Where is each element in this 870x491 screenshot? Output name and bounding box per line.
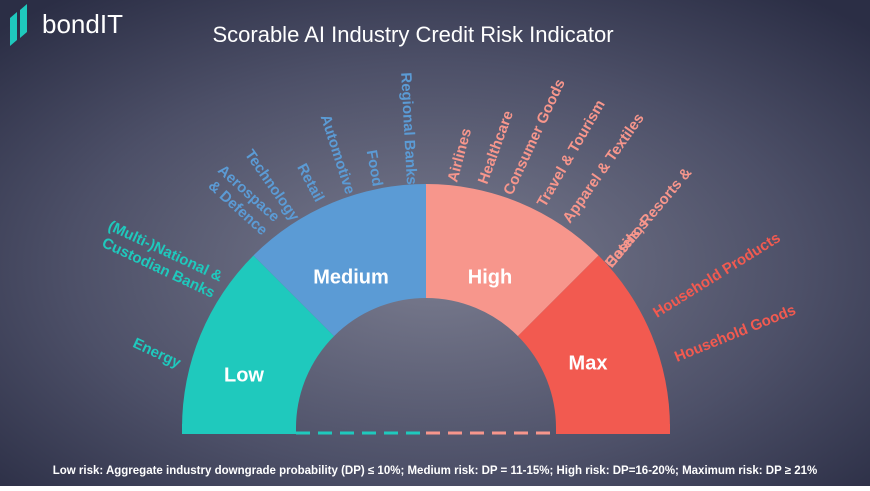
- segment-label: High: [468, 266, 512, 288]
- logo-icon: [10, 4, 27, 46]
- segment-label: Low: [224, 364, 264, 386]
- gauge-base: [182, 424, 296, 434]
- segment-label: Medium: [313, 266, 389, 288]
- gauge-segment: [517, 255, 670, 428]
- footnote: Low risk: Aggregate industry downgrade p…: [53, 465, 818, 477]
- segment-label: Max: [569, 352, 608, 374]
- industry-line: Regional Banks: [397, 72, 420, 185]
- industry-line: Food: [363, 149, 386, 188]
- brand: bondIT: [42, 9, 123, 39]
- gauge-segment: [253, 184, 426, 337]
- gauge-segment: [182, 255, 335, 428]
- industry-label: Regional Banks: [397, 72, 420, 185]
- gauge-base: [556, 424, 670, 434]
- title: Scorable AI Industry Credit Risk Indicat…: [212, 22, 613, 47]
- industry-label: Food: [363, 149, 386, 188]
- gauge-segment: [426, 184, 599, 337]
- gauge: Low Medium High Max: [182, 184, 670, 435]
